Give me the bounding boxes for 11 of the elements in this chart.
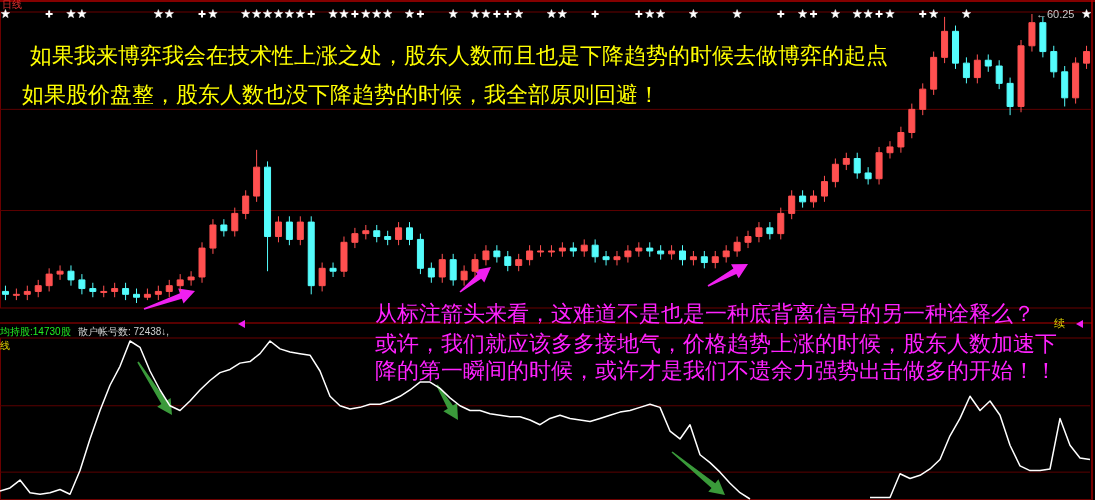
annotation: 续 [1054, 317, 1065, 329]
annotation: ←60.25 [1035, 8, 1075, 20]
title: 日线 [2, 0, 22, 10]
annotation: 从标注箭头来看，这难道不是也是一种底背离信号的另一种诠释么？ [375, 301, 1035, 326]
annotation: 均持股:14730股 [0, 326, 71, 337]
annotation: 线 [0, 340, 10, 351]
annotation: 或许，我们就应该多多接地气，价格趋势上涨的时候，股东人数加速下 [375, 331, 1057, 356]
annotation: 如果股价盘整，股东人数也没下降趋势的时候，我全部原则回避！ [22, 82, 660, 107]
annotation: 降的第一瞬间的时候，或许才是我们不遗余力强势出击做多的开始！！ [375, 358, 1057, 383]
annotation: 散户帐号数: 72438↓, [78, 326, 170, 337]
annotation: 如果我来博弈我会在技术性上涨之处，股东人数而且也是下降趋势的时候去做博弈的起点 [30, 43, 888, 68]
